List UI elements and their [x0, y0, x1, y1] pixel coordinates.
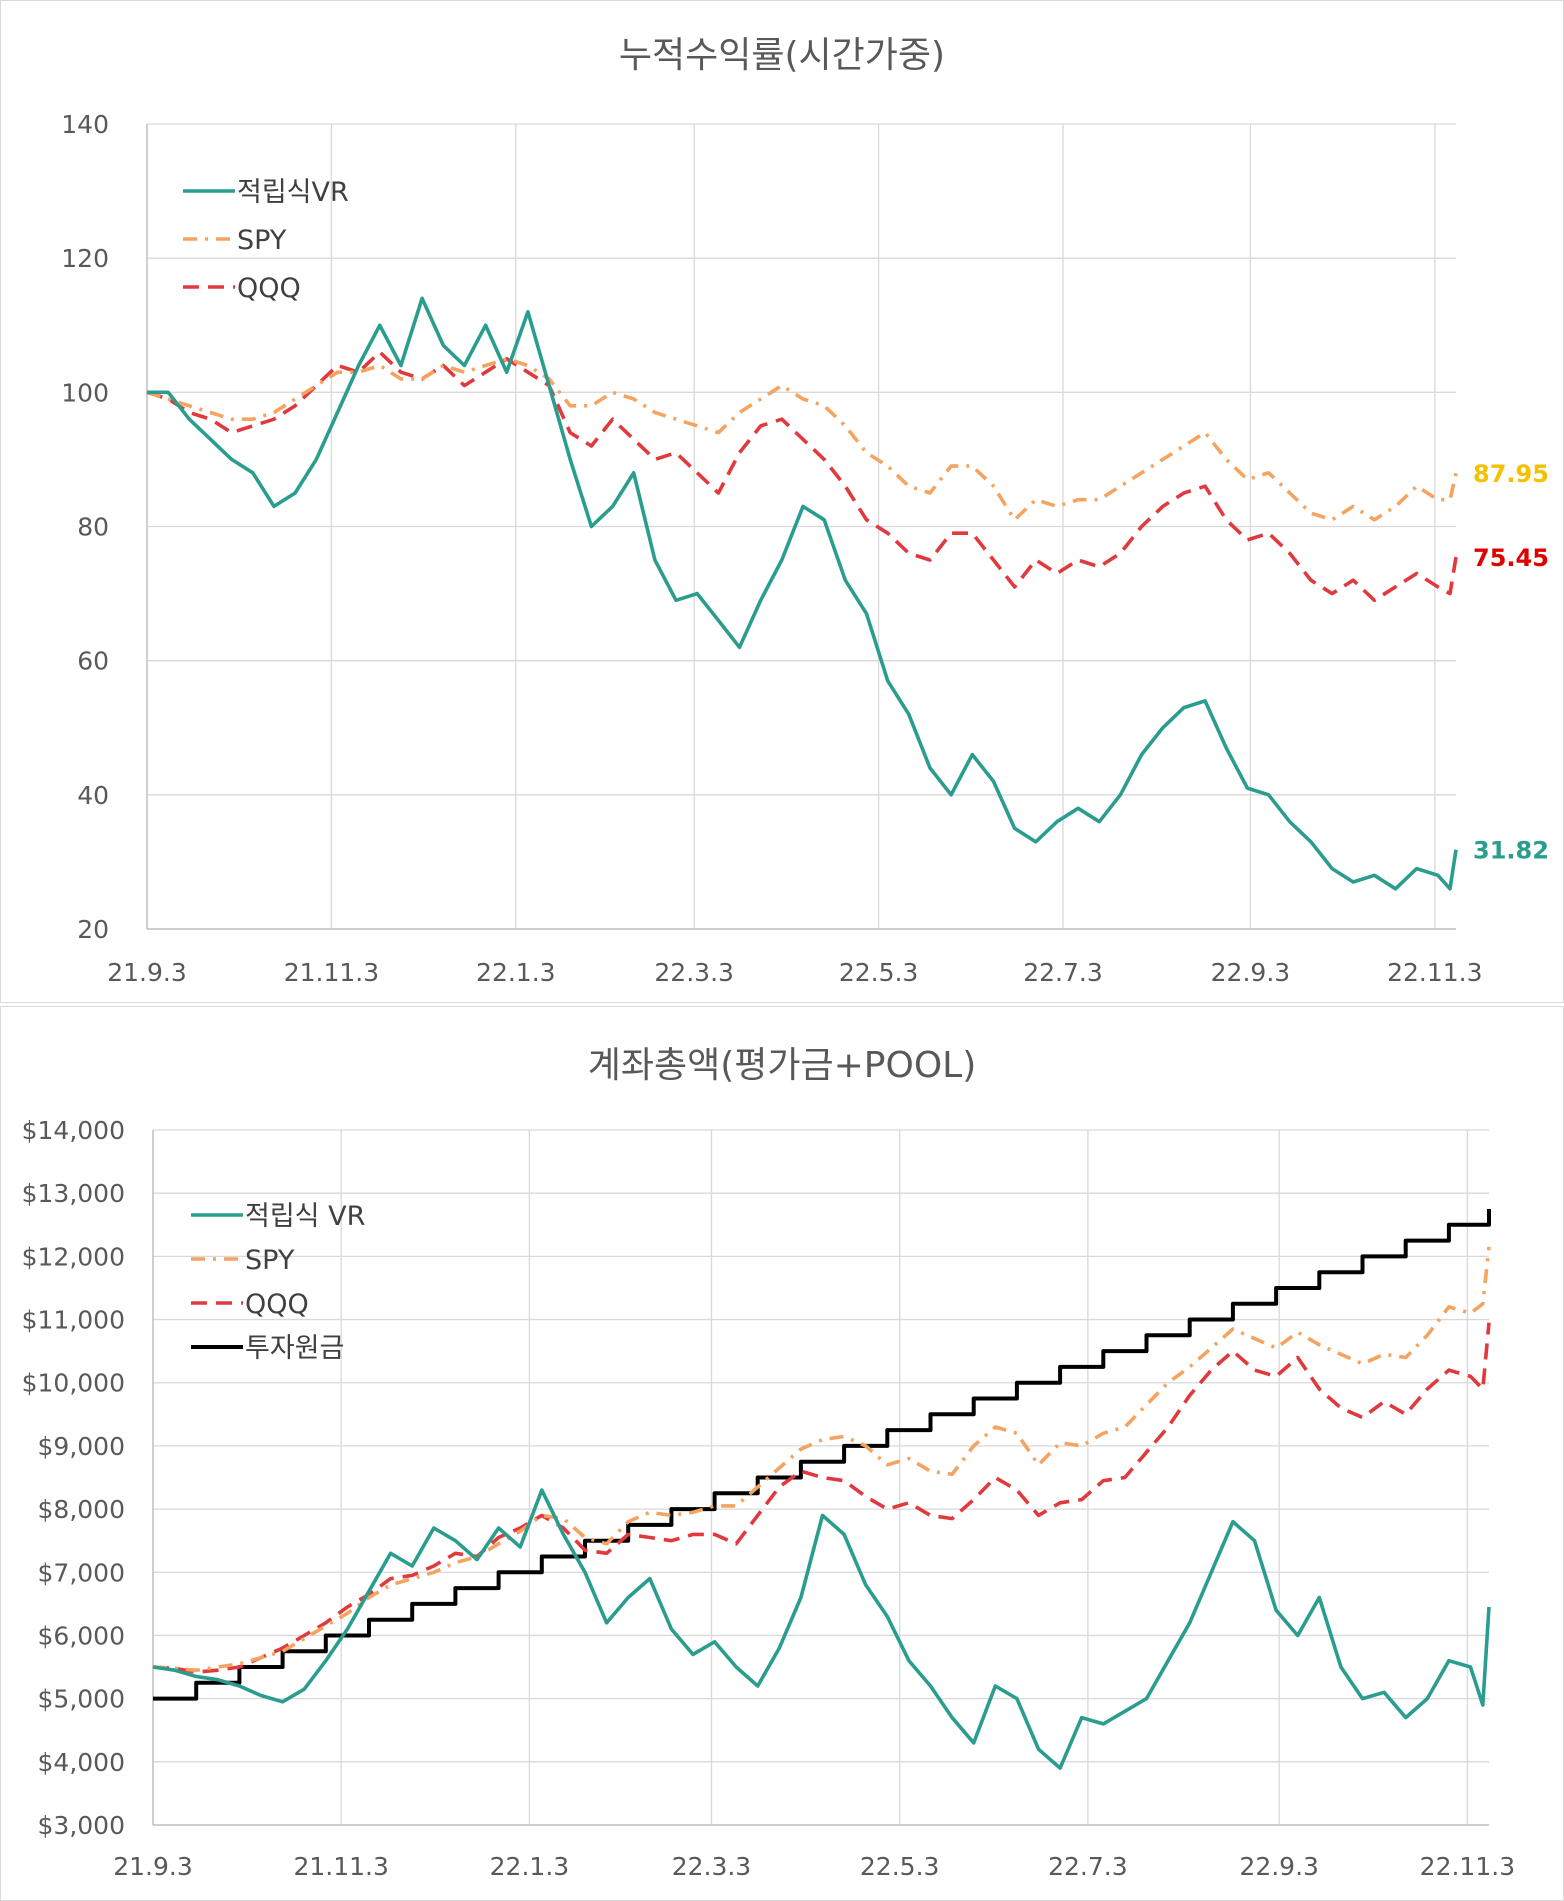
series-line-3 [152, 1322, 1491, 1674]
series-line-4 [153, 1209, 1491, 1701]
legend-label: 투자원금 [245, 1333, 344, 1364]
chart-title: 누적수익률(시간가중) [619, 35, 945, 76]
y-tick-label: $5,000 [38, 1685, 125, 1714]
y-tick-label: $7,000 [38, 1558, 125, 1587]
end-value-label: 87.95 [1473, 460, 1549, 488]
x-tick-label: 22.7.3 [1048, 1852, 1128, 1881]
y-tick-label: 140 [61, 110, 109, 139]
x-tick-label: 21.11.3 [284, 958, 379, 987]
y-tick-label: $11,000 [22, 1306, 125, 1335]
legend-label: QQQ [245, 1289, 309, 1320]
y-tick-label: $3,000 [38, 1811, 125, 1840]
y-tick-label: $13,000 [22, 1179, 125, 1208]
chart-title: 계좌총액(평가금+POOL) [588, 1045, 977, 1086]
legend-label: SPY [237, 225, 287, 256]
legend-label: 적립식 VR [245, 1201, 365, 1232]
y-tick-label: $12,000 [22, 1242, 125, 1271]
x-tick-label: 21.11.3 [293, 1852, 388, 1881]
x-tick-label: 22.3.3 [672, 1852, 752, 1881]
y-tick-label: 60 [77, 647, 109, 676]
legend-label: SPY [245, 1245, 295, 1276]
series-line-2 [146, 356, 1458, 522]
chart-cumulative-return: 누적수익률(시간가중) 20 40 60 80 100 120 140 21.9.3 21.11… [61, 35, 1549, 987]
x-tick-label: 22.11.3 [1420, 1852, 1515, 1881]
y-tick-label: $8,000 [38, 1495, 125, 1524]
y-tick-label: 40 [77, 781, 109, 810]
series-line-1 [152, 1488, 1491, 1770]
x-tick-label: 22.9.3 [1239, 1852, 1319, 1881]
legend-label: QQQ [237, 273, 301, 304]
end-value-label: 75.45 [1473, 544, 1549, 572]
x-tick-label: 22.9.3 [1211, 958, 1291, 987]
y-tick-label: $4,000 [38, 1748, 125, 1777]
x-tick-label: 21.9.3 [107, 958, 187, 987]
chart-account-total: 계좌총액(평가금+POOL) $3,000 $4,000 $5,000 $6,000 $… [22, 1045, 1516, 1881]
y-tick-label: 20 [77, 915, 109, 944]
x-tick-label: 22.5.3 [839, 958, 919, 987]
series-line-3 [146, 350, 1458, 603]
x-tick-label: 22.1.3 [476, 958, 556, 987]
y-tick-label: $14,000 [22, 1116, 125, 1145]
y-tick-label: 80 [77, 513, 109, 542]
y-tick-label: $9,000 [38, 1432, 125, 1461]
y-tick-label: 120 [61, 244, 109, 273]
chart-panel-cumulative-return: 누적수익률(시간가중) 20 40 60 80 100 120 140 21.9.3 21.11… [0, 0, 1564, 1003]
end-value-label: 31.82 [1473, 837, 1549, 865]
series-line-2 [152, 1246, 1491, 1673]
series-line-1 [147, 296, 1458, 891]
legend-label: 적립식VR [237, 177, 349, 208]
chart-panel-account-total: 계좌총액(평가금+POOL) $3,000 $4,000 $5,000 $6,000 $… [0, 1006, 1564, 1901]
y-tick-label: 100 [61, 378, 109, 407]
y-tick-label: $10,000 [22, 1369, 125, 1398]
y-tick-label: $6,000 [38, 1621, 125, 1650]
x-tick-label: 22.1.3 [490, 1852, 570, 1881]
x-tick-label: 22.3.3 [654, 958, 734, 987]
x-tick-label: 22.7.3 [1023, 958, 1103, 987]
x-tick-label: 22.11.3 [1387, 958, 1482, 987]
x-tick-label: 22.5.3 [860, 1852, 940, 1881]
x-tick-label: 21.9.3 [113, 1852, 193, 1881]
